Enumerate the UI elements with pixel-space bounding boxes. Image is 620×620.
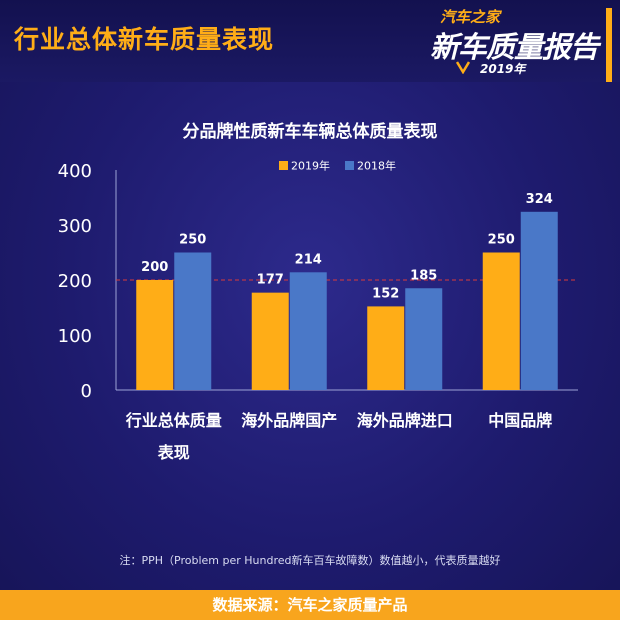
source-footer: 数据来源：汽车之家质量产品 xyxy=(0,590,620,620)
data-label: 200 xyxy=(141,260,168,275)
legend-swatch-0 xyxy=(279,161,288,170)
bar xyxy=(289,272,327,390)
page-title: 行业总体新车质量表现 xyxy=(14,25,275,54)
bar xyxy=(482,252,520,390)
logo-main-text: 新车质量报告 xyxy=(430,30,599,64)
bar xyxy=(405,288,443,390)
bar xyxy=(367,306,405,390)
bar xyxy=(520,211,558,390)
legend-label-1: 2018年 xyxy=(357,159,396,173)
data-label: 250 xyxy=(488,233,515,248)
data-label: 250 xyxy=(179,233,206,248)
logo-year-text: 2019年 xyxy=(480,62,526,76)
legend-label-0: 2019年 xyxy=(291,159,330,173)
x-tick-label: 行业总体质量 xyxy=(125,411,222,430)
y-tick-label: 300 xyxy=(58,216,92,237)
x-tick-label: 表现 xyxy=(157,443,190,462)
data-label: 324 xyxy=(526,192,553,207)
x-tick-label: 海外品牌国产 xyxy=(241,411,337,430)
bar xyxy=(174,252,212,390)
y-tick-label: 100 xyxy=(58,326,92,347)
y-tick-label: 0 xyxy=(81,381,92,402)
logo-accent-bar xyxy=(606,8,612,82)
report-logo: 汽车之家 新车质量报告 2019年 xyxy=(420,4,616,82)
bar xyxy=(251,292,289,390)
chart-title: 分品牌性质新车车辆总体质量表现 xyxy=(183,121,438,142)
data-label: 214 xyxy=(295,252,322,267)
footnote: 注：PPH（Problem per Hundred新车百车故障数）数值越小，代表… xyxy=(119,554,501,567)
y-tick-label: 200 xyxy=(58,271,92,292)
x-tick-label: 中国品牌 xyxy=(488,411,552,430)
logo-check-icon xyxy=(456,61,470,74)
data-label: 152 xyxy=(372,286,399,301)
header-bar: 行业总体新车质量表现 汽车之家 新车质量报告 2019年 xyxy=(0,0,620,82)
x-tick-label: 海外品牌进口 xyxy=(357,411,453,430)
bar xyxy=(136,280,174,390)
legend-swatch-1 xyxy=(345,161,354,170)
data-label: 185 xyxy=(410,268,437,283)
bar-chart: 分品牌性质新车车辆总体质量表现 2019年 2018年 0 100 200 300 400 20… xyxy=(58,121,578,462)
data-label: 177 xyxy=(257,273,284,288)
logo-brand-text: 汽车之家 xyxy=(440,8,501,26)
y-tick-label: 400 xyxy=(58,161,92,182)
